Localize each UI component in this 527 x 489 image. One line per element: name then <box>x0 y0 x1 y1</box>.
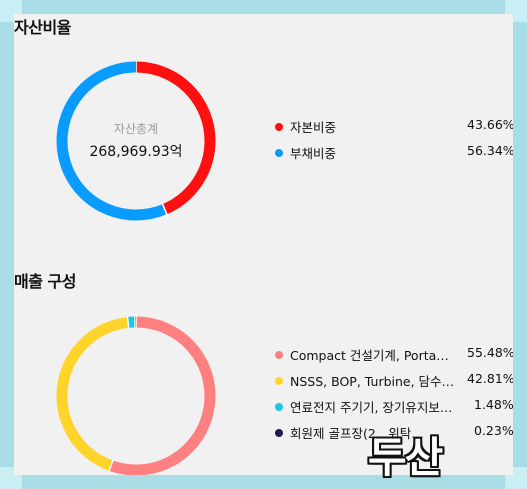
asset-total-value: 268,969.93억 <box>89 144 183 160</box>
sales-composition-donut-chart <box>56 316 216 475</box>
donut-slice-1[interactable] <box>135 61 216 215</box>
legend-label: NSSS, BOP, Turbine, 담수… <box>290 374 455 389</box>
donut-slice-separator <box>161 202 168 216</box>
legend-value: 42.81% <box>467 371 513 386</box>
legend-value: 43.66% <box>467 117 513 132</box>
donut-slice-2[interactable] <box>56 316 129 471</box>
legend-item-compact-equipment[interactable]: Compact 건설기계, Porta… 55.48% <box>275 345 513 371</box>
content-panel: 자산비율 자산총계 268,969.93억 자본비중 43.66% 부채비중 5… <box>14 14 513 475</box>
legend-label: 자본비중 <box>290 120 337 135</box>
donut-slice-2[interactable] <box>56 61 167 221</box>
asset-ratio-title: 자산비율 <box>14 18 71 37</box>
legend-item-equity[interactable]: 자본비중 43.66% <box>275 117 513 143</box>
donut-slice-separator <box>126 316 130 329</box>
legend-label: Compact 건설기계, Porta… <box>290 348 449 363</box>
donut-slice-1[interactable] <box>109 316 216 475</box>
sales-composition-legend: Compact 건설기계, Porta… 55.48% NSSS, BOP, T… <box>275 345 513 449</box>
asset-ratio-donut-chart <box>56 61 216 221</box>
legend-item-fuel-cell[interactable]: 연료전지 주기기, 장기유지보… 1.48% <box>275 397 513 423</box>
legend-value: 56.34% <box>467 143 513 158</box>
sales-composition-title: 매출 구성 <box>14 272 76 291</box>
asset-total-center-label: 자산총계 268,969.93억 <box>56 120 216 161</box>
doosan-watermark: 두산 <box>368 433 443 482</box>
legend-dot-fuel-cell <box>275 403 283 411</box>
legend-dot-compact-equipment <box>275 351 283 359</box>
legend-item-nsss[interactable]: NSSS, BOP, Turbine, 담수… 42.81% <box>275 371 513 397</box>
legend-label: 연료전지 주기기, 장기유지보… <box>290 400 453 415</box>
legend-dot-nsss <box>275 377 283 385</box>
legend-item-golf-course[interactable]: 회원제 골프장(2…위탁… 0.23% <box>275 423 513 449</box>
legend-dot-golf-course <box>275 429 283 437</box>
legend-dot-liability <box>275 149 283 157</box>
donut-slice-separator <box>108 459 114 473</box>
asset-ratio-legend: 자본비중 43.66% 부채비중 56.34% <box>275 117 513 169</box>
legend-value: 1.48% <box>474 397 513 412</box>
legend-value: 0.23% <box>474 423 513 438</box>
legend-value: 55.48% <box>467 345 513 360</box>
legend-dot-equity <box>275 123 283 131</box>
legend-item-liability[interactable]: 부채비중 56.34% <box>275 143 513 169</box>
legend-label: 부채비중 <box>290 146 337 161</box>
asset-total-caption: 자산총계 <box>113 122 159 136</box>
